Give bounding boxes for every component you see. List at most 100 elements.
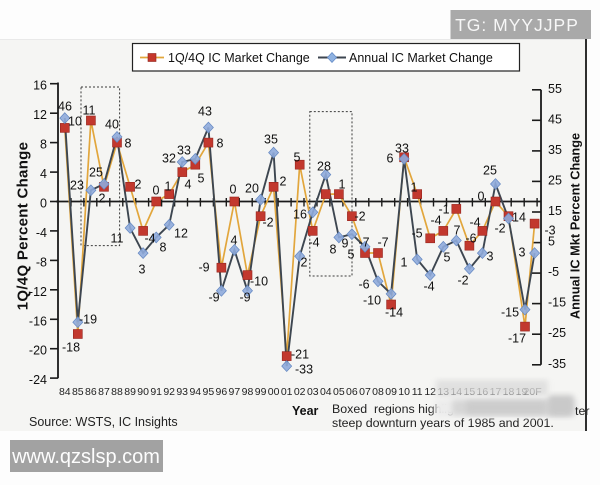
- svg-text:07: 07: [359, 386, 371, 398]
- svg-text:-9: -9: [208, 291, 219, 305]
- svg-text:-2: -2: [494, 222, 505, 236]
- svg-text:8: 8: [40, 138, 47, 152]
- svg-text:15: 15: [548, 204, 562, 218]
- svg-text:-10: -10: [250, 275, 268, 289]
- svg-text:8: 8: [160, 241, 167, 255]
- svg-text:87: 87: [98, 386, 110, 398]
- svg-text:06: 06: [346, 386, 358, 398]
- svg-text:-5: -5: [411, 227, 422, 241]
- svg-text:85: 85: [72, 386, 84, 398]
- svg-text:8: 8: [330, 243, 337, 257]
- svg-text:Boxed regions highlig: Boxed regions highlig: [332, 402, 454, 416]
- svg-text:99: 99: [255, 386, 267, 398]
- svg-text:3: 3: [487, 250, 494, 264]
- svg-text:-17: -17: [508, 332, 526, 346]
- svg-text:5: 5: [198, 172, 205, 186]
- svg-text:11: 11: [111, 232, 124, 246]
- svg-text:8: 8: [217, 137, 224, 151]
- svg-text:03: 03: [307, 386, 319, 398]
- svg-text:5: 5: [348, 248, 355, 262]
- svg-text:25: 25: [483, 164, 497, 178]
- svg-text:Annual IC Mkt Percent Change: Annual IC Mkt Percent Change: [568, 133, 583, 319]
- svg-text:1: 1: [165, 180, 172, 194]
- svg-text:90: 90: [137, 386, 149, 398]
- svg-text:-19: -19: [79, 313, 97, 327]
- svg-text:-1: -1: [438, 203, 449, 217]
- svg-text:-5: -5: [548, 265, 559, 279]
- svg-text:25: 25: [548, 173, 562, 187]
- svg-text:45: 45: [548, 112, 562, 126]
- svg-text:12: 12: [174, 227, 188, 241]
- svg-text:35: 35: [264, 133, 278, 147]
- svg-text:32: 32: [162, 152, 176, 166]
- svg-text:12: 12: [424, 386, 436, 398]
- svg-text:35: 35: [548, 143, 562, 157]
- svg-text:88: 88: [111, 386, 123, 398]
- svg-text:7: 7: [454, 224, 461, 238]
- svg-text:1Q/4Q Percent Change: 1Q/4Q Percent Change: [15, 142, 32, 311]
- svg-text:-35: -35: [548, 357, 566, 371]
- svg-text:-2: -2: [457, 274, 468, 288]
- svg-text:4: 4: [231, 234, 238, 248]
- svg-text:1: 1: [411, 181, 418, 195]
- svg-text:-15: -15: [548, 296, 566, 310]
- svg-text:-7: -7: [358, 236, 369, 250]
- svg-text:08: 08: [372, 386, 384, 398]
- svg-text:11: 11: [412, 386, 423, 398]
- svg-text:16: 16: [33, 79, 47, 93]
- svg-text:5: 5: [294, 151, 301, 165]
- svg-text:-2: -2: [262, 216, 273, 230]
- svg-text:-4: -4: [308, 236, 319, 250]
- svg-text:2: 2: [280, 175, 287, 189]
- svg-text:20: 20: [245, 182, 259, 196]
- svg-text:-6: -6: [465, 232, 476, 246]
- svg-text:92: 92: [163, 386, 175, 398]
- svg-text:0: 0: [40, 197, 47, 211]
- svg-text:-9: -9: [198, 261, 209, 275]
- svg-text:-25: -25: [548, 326, 566, 340]
- svg-text:1Q/4Q IC Market Change: 1Q/4Q IC Market Change: [168, 51, 310, 65]
- svg-text:8: 8: [125, 137, 132, 151]
- svg-text:40: 40: [105, 118, 119, 132]
- svg-text:-12: -12: [29, 285, 47, 299]
- svg-text:steep downturn years of 1985 a: steep downturn years of 1985 and 2001.: [332, 416, 554, 430]
- svg-text:-3: -3: [544, 224, 555, 238]
- svg-text:09: 09: [385, 386, 397, 398]
- svg-text:-8: -8: [36, 255, 47, 269]
- svg-text:-4: -4: [36, 226, 47, 240]
- svg-text:28: 28: [317, 160, 331, 174]
- svg-text:-15: -15: [501, 306, 519, 320]
- svg-text:-14: -14: [385, 306, 403, 320]
- svg-text:1: 1: [339, 178, 346, 192]
- svg-text:-18: -18: [62, 341, 80, 355]
- svg-text:-2: -2: [354, 210, 365, 224]
- svg-text:2: 2: [99, 192, 106, 206]
- svg-text:-10: -10: [363, 294, 381, 308]
- svg-text:95: 95: [203, 386, 215, 398]
- svg-text:11: 11: [83, 104, 96, 118]
- svg-text:0: 0: [478, 190, 485, 204]
- svg-text:02: 02: [294, 386, 306, 398]
- svg-text:84: 84: [59, 386, 71, 398]
- svg-text:-9: -9: [239, 291, 250, 305]
- svg-text:4: 4: [185, 178, 192, 192]
- svg-text:33: 33: [177, 144, 191, 158]
- svg-text:89: 89: [124, 386, 136, 398]
- svg-text:-33: -33: [295, 363, 313, 377]
- svg-text:3: 3: [139, 263, 146, 277]
- svg-text:97: 97: [229, 386, 241, 398]
- svg-text:0: 0: [230, 183, 237, 197]
- svg-text:Source: WSTS, IC Insights: Source: WSTS, IC Insights: [29, 415, 178, 429]
- svg-text:16: 16: [293, 208, 307, 222]
- svg-text:-7: -7: [377, 236, 388, 250]
- svg-text:9: 9: [342, 237, 349, 251]
- svg-text:10: 10: [398, 386, 410, 398]
- svg-text:01: 01: [281, 386, 293, 398]
- svg-text:0: 0: [153, 184, 160, 198]
- svg-text:12: 12: [33, 108, 47, 122]
- svg-text:91: 91: [150, 386, 162, 398]
- svg-text:33: 33: [395, 142, 409, 156]
- svg-text:94: 94: [189, 386, 201, 398]
- svg-text:04: 04: [320, 386, 332, 398]
- svg-text:-4: -4: [430, 214, 441, 228]
